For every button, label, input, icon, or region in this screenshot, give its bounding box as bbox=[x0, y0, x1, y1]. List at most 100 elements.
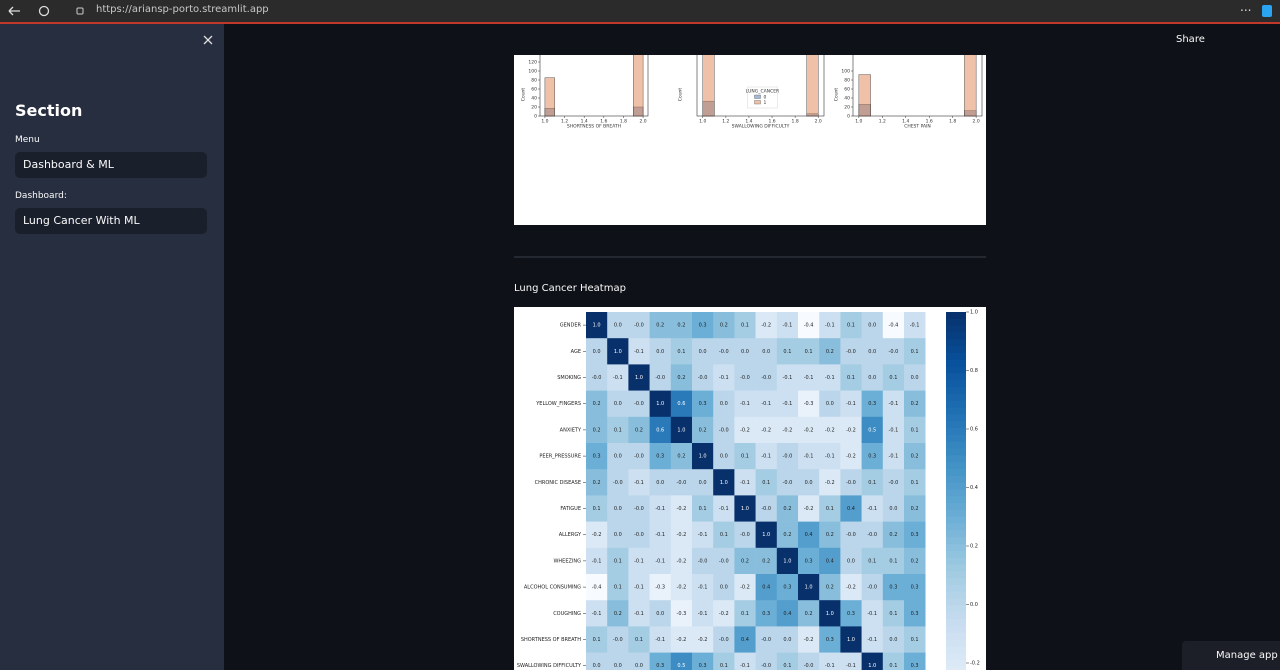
heatmap-cell bbox=[776, 574, 799, 601]
heatmap-cell bbox=[904, 443, 926, 470]
cell-label: 0.2 bbox=[677, 454, 685, 460]
heatmap-cell bbox=[755, 312, 778, 339]
row-label: ANXIETY bbox=[560, 427, 582, 433]
y-tick-label: 20 bbox=[531, 105, 537, 111]
y-tick-label: 80 bbox=[844, 78, 850, 84]
cell-label: 0.1 bbox=[635, 637, 643, 643]
cell-label: -0.0 bbox=[761, 637, 771, 643]
heatmap-cell bbox=[755, 416, 778, 444]
heatmap-cell bbox=[798, 495, 820, 522]
cell-label: 0.3 bbox=[911, 611, 919, 617]
cell-label: -0.1 bbox=[655, 506, 665, 512]
share-button[interactable]: Share bbox=[1176, 34, 1205, 45]
cell-label: 0.2 bbox=[826, 532, 834, 538]
cell-label: -0.0 bbox=[719, 349, 729, 355]
cell-label: -0.1 bbox=[655, 637, 665, 643]
cell-label: 1.0 bbox=[720, 480, 728, 486]
x-tick-label: 1.0 bbox=[541, 119, 548, 125]
cell-label: 0.3 bbox=[699, 663, 707, 669]
bar bbox=[633, 55, 644, 117]
back-icon[interactable] bbox=[8, 6, 20, 16]
heatmap-cell bbox=[798, 390, 820, 418]
colorbar-segment bbox=[946, 516, 966, 525]
colorbar-tick-label: 1.0 bbox=[970, 310, 978, 316]
heatmap-cell bbox=[904, 364, 926, 391]
reload-icon[interactable] bbox=[38, 5, 50, 17]
cell-label: 0.1 bbox=[741, 611, 749, 617]
cell-label: -0.2 bbox=[804, 506, 814, 512]
url[interactable]: https://ariansp-porto.streamlit.app bbox=[96, 4, 269, 15]
heatmap-cell bbox=[692, 443, 714, 470]
cell-label: -0.1 bbox=[698, 611, 708, 617]
heatmap-cell bbox=[586, 574, 608, 601]
heatmap-cell bbox=[734, 495, 756, 522]
y-axis-label: Count bbox=[678, 88, 684, 102]
x-tick-label: 1.8 bbox=[949, 119, 956, 125]
lock-icon bbox=[76, 7, 84, 15]
cell-label: 0.1 bbox=[889, 558, 897, 564]
heatmap-cell bbox=[670, 469, 693, 496]
cell-label: 1.0 bbox=[826, 611, 834, 617]
heatmap-cell bbox=[819, 521, 841, 549]
heatmap-cell bbox=[819, 495, 841, 522]
heatmap-cell bbox=[670, 364, 693, 391]
plot-frame bbox=[696, 55, 825, 117]
colorbar-segment bbox=[946, 428, 966, 436]
cell-label: 0.2 bbox=[720, 323, 728, 329]
cell-label: -0.1 bbox=[698, 532, 708, 538]
cell-label: 0.1 bbox=[593, 637, 601, 643]
heatmap-cell bbox=[861, 443, 884, 470]
cell-label: 0.1 bbox=[699, 506, 707, 512]
heatmap-cell bbox=[798, 364, 820, 391]
menu-select[interactable]: Dashboard & ML bbox=[15, 152, 207, 178]
colorbar-segment bbox=[946, 434, 966, 443]
heatmap-cell bbox=[861, 547, 884, 575]
colorbar-segment bbox=[946, 421, 966, 429]
x-tick-label: 1.4 bbox=[581, 119, 588, 125]
x-tick-label: 1.4 bbox=[902, 119, 909, 125]
heatmap-cell bbox=[819, 652, 841, 670]
cell-label: 0.0 bbox=[699, 349, 707, 355]
heatmap-cell bbox=[904, 390, 926, 418]
heatmap-cell bbox=[607, 626, 629, 653]
heatmap-cell bbox=[840, 390, 862, 418]
close-icon[interactable] bbox=[203, 35, 213, 45]
row-label: FATIGUE bbox=[560, 506, 581, 512]
heatmap-cell bbox=[861, 416, 884, 444]
cell-label: -0.1 bbox=[613, 375, 623, 381]
heatmap-cell bbox=[670, 626, 693, 653]
cell-label: 0.3 bbox=[783, 585, 791, 591]
row-label: AGE bbox=[571, 349, 581, 355]
heatmap-cell bbox=[628, 547, 650, 575]
legend-label: 0 bbox=[764, 95, 767, 101]
heatmap-cell bbox=[649, 390, 672, 418]
copilot-icon[interactable] bbox=[1262, 5, 1272, 17]
y-tick-label: 100 bbox=[528, 69, 537, 75]
cell-label: 0.2 bbox=[805, 611, 813, 617]
heatmap-cell bbox=[819, 469, 841, 496]
colorbar-segment bbox=[946, 359, 966, 368]
cell-label: -0.2 bbox=[740, 585, 750, 591]
heatmap-cell bbox=[798, 469, 820, 496]
cell-label: 0.4 bbox=[762, 585, 770, 591]
row-label: CHRONIC DISEASE bbox=[535, 480, 581, 486]
manage-app-button[interactable]: Manage app bbox=[1182, 641, 1280, 670]
heatmap-cell bbox=[904, 469, 926, 496]
cell-label: -0.1 bbox=[592, 611, 602, 617]
colorbar-segment bbox=[946, 448, 966, 456]
cell-label: -0.1 bbox=[740, 401, 750, 407]
menu-icon[interactable]: ··· bbox=[1240, 4, 1251, 18]
cell-label: -0.0 bbox=[634, 454, 644, 460]
heatmap-cell bbox=[882, 652, 905, 670]
cell-label: -0.0 bbox=[634, 506, 644, 512]
cell-label: 0.0 bbox=[635, 663, 643, 669]
heatmap-cell bbox=[713, 416, 735, 444]
colorbar-segment bbox=[946, 352, 966, 361]
colorbar-segment bbox=[946, 537, 966, 545]
heatmap-cell bbox=[904, 600, 926, 627]
cell-label: 0.1 bbox=[614, 558, 622, 564]
dashboard-select[interactable]: Lung Cancer With ML bbox=[15, 208, 207, 234]
heatmap-cell bbox=[798, 574, 820, 601]
cell-label: -0.4 bbox=[804, 323, 814, 329]
colorbar-segment bbox=[946, 557, 966, 566]
